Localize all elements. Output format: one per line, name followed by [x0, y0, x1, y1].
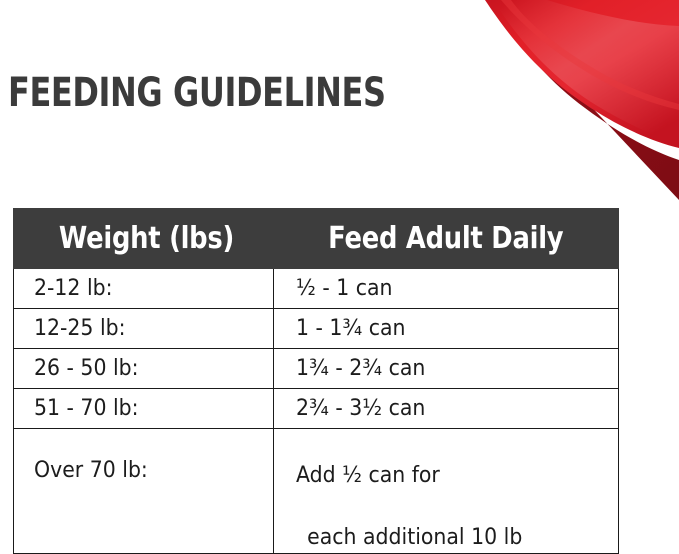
cell-feed-value: 2¾ - 3½ can: [296, 395, 426, 421]
table-row: 51 - 70 lb: 2¾ - 3½ can: [13, 388, 619, 429]
table-row: 12-25 lb: 1 - 1¾ can: [13, 308, 619, 349]
page-title: FEEDING GUIDELINES: [8, 70, 386, 116]
table-row: 2-12 lb: ½ - 1 can: [13, 268, 619, 309]
swoosh-highlight-crease: [501, 0, 679, 110]
cell-weight: 12-25 lb:: [13, 308, 274, 349]
red-swoosh-graphic: [419, 0, 679, 200]
swoosh-shadow-layer: [491, 0, 679, 200]
cell-feed: 1 - 1¾ can: [273, 308, 619, 349]
feeding-guidelines-table: Weight (lbs) Feed Adult Daily 2-12 lb: ½…: [13, 208, 619, 554]
cell-weight-value: 26 - 50 lb:: [34, 355, 139, 381]
table-header-row: Weight (lbs) Feed Adult Daily: [13, 208, 619, 269]
cell-feed: 2¾ - 3½ can: [273, 388, 619, 429]
cell-feed-value: 1¾ - 2¾ can: [296, 355, 426, 381]
table-row: 26 - 50 lb: 1¾ - 2¾ can: [13, 348, 619, 389]
swoosh-svg: [485, 0, 679, 200]
cell-weight: Over 70 lb:: [13, 428, 274, 554]
column-header-feed-label: Feed Adult Daily: [328, 221, 564, 256]
table-row: Over 70 lb: Add ½ can for each additiona…: [13, 428, 619, 554]
swoosh-sheen: [493, 0, 679, 143]
cell-weight-value: Over 70 lb:: [34, 458, 148, 483]
cell-weight: 51 - 70 lb:: [13, 388, 274, 429]
cell-feed: ½ - 1 can: [273, 268, 619, 309]
cell-weight-value: 2-12 lb:: [34, 275, 113, 301]
cell-feed-value: ½ - 1 can: [296, 275, 393, 301]
column-header-weight-label: Weight (lbs): [58, 221, 234, 256]
table-body: 2-12 lb: ½ - 1 can 12-25 lb: 1 - 1¾ can …: [13, 268, 619, 554]
column-header-feed: Feed Adult Daily: [273, 208, 619, 269]
cell-weight-value: 12-25 lb:: [34, 315, 126, 341]
table-header: Weight (lbs) Feed Adult Daily: [13, 208, 619, 269]
swoosh-main-layer: [485, 0, 679, 148]
cell-feed: Add ½ can for each additional 10 lb: [273, 428, 619, 554]
cell-feed-line-1: Add ½ can for: [296, 463, 440, 488]
cell-weight-value: 51 - 70 lb:: [34, 395, 139, 421]
cell-weight: 26 - 50 lb:: [13, 348, 274, 389]
cell-feed-value-multiline: Add ½ can for each additional 10 lb: [296, 429, 522, 553]
cell-weight: 2-12 lb:: [13, 268, 274, 309]
cell-feed-value: 1 - 1¾ can: [296, 315, 406, 341]
cell-feed-line-2: each additional 10 lb: [307, 525, 523, 550]
cell-feed: 1¾ - 2¾ can: [273, 348, 619, 389]
column-header-weight: Weight (lbs): [13, 208, 274, 269]
